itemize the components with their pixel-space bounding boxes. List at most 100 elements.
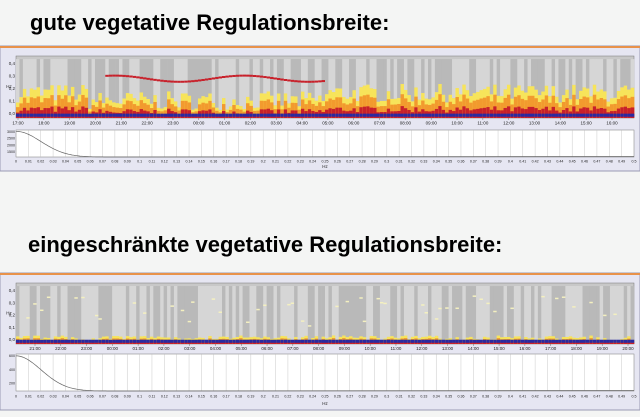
spectrogram-cell bbox=[503, 339, 508, 343]
spectrogram-cell bbox=[362, 320, 367, 323]
spectrogram-cell bbox=[70, 107, 75, 118]
spectrogram-cell bbox=[441, 59, 446, 95]
spectrogram-cell bbox=[599, 108, 604, 118]
spectrogram-cell bbox=[246, 113, 250, 117]
spectrogram-cell bbox=[486, 341, 491, 344]
spectrogram-cell bbox=[328, 339, 333, 343]
time-label: 01:00 bbox=[219, 121, 231, 126]
spectrogram-cell bbox=[300, 286, 305, 338]
spectrogram-cell bbox=[369, 107, 374, 118]
spectrogram-cell bbox=[225, 113, 230, 117]
x-label: 0.39 bbox=[495, 394, 502, 398]
spectrogram-cell bbox=[201, 78, 206, 81]
spectrogram-cell bbox=[482, 59, 487, 89]
spectrogram-cell bbox=[376, 297, 381, 300]
spectrogram-cell bbox=[105, 113, 109, 117]
time-label: 15:00 bbox=[581, 121, 593, 126]
spectrogram-cell bbox=[486, 286, 491, 338]
spectrogram-cell bbox=[493, 310, 497, 313]
spectrogram-cell bbox=[390, 59, 394, 99]
spectrogram-cell bbox=[359, 286, 364, 337]
x-label: 0.28 bbox=[359, 159, 366, 163]
spectrogram-cell bbox=[541, 342, 546, 344]
x-label: 0.31 bbox=[396, 159, 403, 163]
spectrogram-cell bbox=[98, 286, 103, 339]
x-label: 0.07 bbox=[99, 159, 106, 163]
spectrogram-cell bbox=[575, 339, 580, 343]
spectrogram-cell bbox=[143, 312, 147, 314]
spectrogram-cell bbox=[383, 342, 388, 344]
spectrogram-cell bbox=[338, 113, 343, 117]
spectrogram-cell bbox=[105, 59, 109, 98]
spectrogram-cell bbox=[438, 307, 443, 310]
spectrogram-cell bbox=[482, 113, 487, 117]
spectrogram-cell bbox=[448, 342, 453, 344]
y-label: 0,4 bbox=[9, 288, 16, 293]
spectrogram-cell bbox=[297, 342, 302, 344]
y-label: 0,3 bbox=[9, 300, 16, 305]
time-label: 06:00 bbox=[261, 346, 273, 351]
spectrogram-cell bbox=[53, 339, 58, 343]
x-label: 0.46 bbox=[581, 394, 588, 398]
spectrogram-cell bbox=[534, 339, 539, 343]
spectrogram-cell bbox=[476, 113, 480, 117]
y-label: 0,0 bbox=[9, 111, 16, 116]
x-label: 0.45 bbox=[569, 159, 576, 163]
spectrogram-cell bbox=[575, 59, 580, 100]
spectrogram-cell bbox=[139, 76, 144, 79]
spectrogram-cell bbox=[294, 59, 298, 97]
spectrogram-cell bbox=[527, 339, 532, 343]
spectrogram-cell bbox=[362, 339, 367, 343]
time-label: 12:00 bbox=[416, 346, 428, 351]
spectrogram-cell bbox=[311, 339, 315, 343]
spectrogram-cell bbox=[263, 113, 267, 117]
spectrogram-cell bbox=[558, 286, 563, 340]
spectrogram-cell bbox=[57, 106, 61, 118]
spectrogram-cell bbox=[397, 286, 401, 339]
spectrogram-cell bbox=[311, 286, 315, 339]
spectrogram-cell bbox=[434, 339, 439, 343]
time-label: 18:00 bbox=[571, 346, 583, 351]
spectrogram-cell bbox=[153, 78, 158, 81]
spectrogram-cell bbox=[125, 339, 130, 343]
time-label: 08:00 bbox=[400, 121, 412, 126]
spectrogram-cell bbox=[603, 341, 607, 344]
spectrogram-cell bbox=[414, 286, 418, 336]
spectrogram-cell bbox=[276, 339, 281, 343]
spectrogram-cell bbox=[273, 59, 278, 106]
profile-curve bbox=[15, 130, 635, 158]
spectrogram-cell bbox=[194, 339, 199, 343]
spectrogram-cell bbox=[177, 286, 182, 339]
spectrogram-cell bbox=[486, 113, 491, 117]
spectrogram-cell bbox=[627, 286, 631, 337]
spectrogram-cell bbox=[476, 59, 480, 92]
spectrogram-cell bbox=[119, 113, 123, 117]
spectrogram-cell bbox=[397, 59, 401, 98]
time-label: 03:00 bbox=[184, 346, 196, 351]
spectrogram-cell bbox=[452, 342, 456, 344]
spectrogram-cell bbox=[328, 59, 333, 91]
spectrogram-cell bbox=[60, 113, 65, 117]
spectrogram-cell bbox=[194, 79, 199, 82]
spectrogram-cell bbox=[108, 286, 113, 339]
spectrogram-cell bbox=[108, 339, 113, 343]
x-label: 0.33 bbox=[420, 159, 427, 163]
spectrogram-cell bbox=[70, 113, 75, 117]
x-label: 0.04 bbox=[62, 159, 69, 163]
spectrogram-cell bbox=[400, 113, 405, 117]
spectrogram-cell bbox=[369, 59, 374, 89]
spectrogram-cell bbox=[297, 59, 302, 107]
spectrogram-cell bbox=[119, 286, 123, 337]
time-label: 02:00 bbox=[245, 121, 257, 126]
spectrogram-cell bbox=[249, 74, 254, 77]
spectrogram-cell bbox=[132, 286, 137, 337]
spectrogram-cell bbox=[400, 59, 405, 85]
spectrogram-cell bbox=[273, 113, 278, 117]
spectrogram-cell bbox=[524, 59, 528, 93]
spectrogram-cell bbox=[537, 342, 542, 344]
spectrogram-cell bbox=[500, 339, 504, 343]
spectrogram-cell bbox=[383, 113, 388, 117]
time-label: 13:00 bbox=[442, 346, 454, 351]
spectrogram-cell bbox=[531, 106, 535, 118]
spectrogram-cell bbox=[84, 59, 89, 89]
